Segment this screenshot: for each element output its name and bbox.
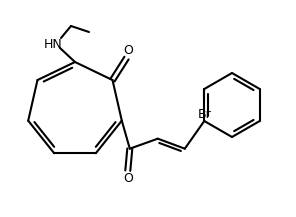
Text: O: O: [123, 172, 133, 185]
Text: O: O: [124, 44, 133, 57]
Text: Br: Br: [197, 108, 211, 121]
Text: HN: HN: [44, 38, 62, 51]
